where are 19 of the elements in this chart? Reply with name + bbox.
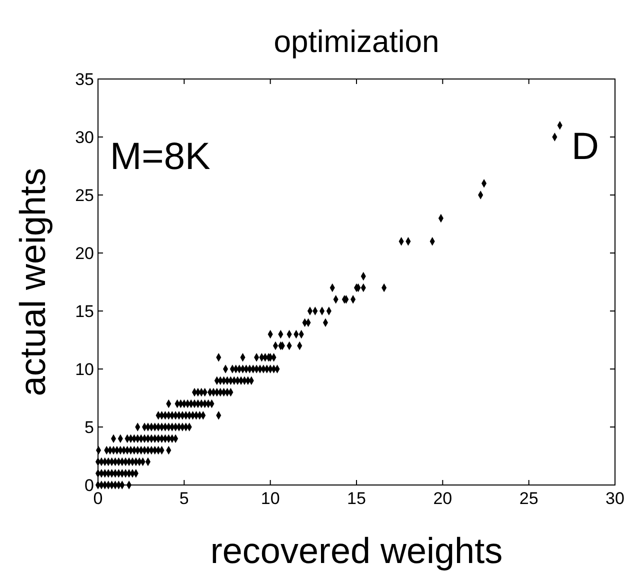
y-axis-title: actual weights — [12, 168, 53, 396]
x-tick-label: 10 — [260, 489, 280, 508]
y-tick-label: 30 — [75, 128, 94, 147]
x-tick-label: 30 — [606, 489, 624, 508]
y-tick-label: 0 — [84, 476, 94, 495]
x-tick-label: 20 — [433, 489, 452, 508]
chart-title: optimization — [274, 24, 440, 59]
y-tick-label: 35 — [75, 70, 94, 89]
x-tick-label: 25 — [519, 489, 538, 508]
y-tick-label: 15 — [75, 302, 94, 321]
y-tick-label: 10 — [75, 360, 94, 379]
annotation: M=8K — [110, 136, 210, 178]
x-tick-label: 5 — [179, 489, 189, 508]
y-tick-label: 25 — [75, 186, 94, 205]
annotation: D — [572, 126, 599, 168]
y-tick-label: 5 — [84, 418, 94, 437]
x-axis-title: recovered weights — [210, 530, 503, 571]
x-tick-label: 15 — [347, 489, 366, 508]
y-tick-label: 20 — [75, 244, 94, 263]
